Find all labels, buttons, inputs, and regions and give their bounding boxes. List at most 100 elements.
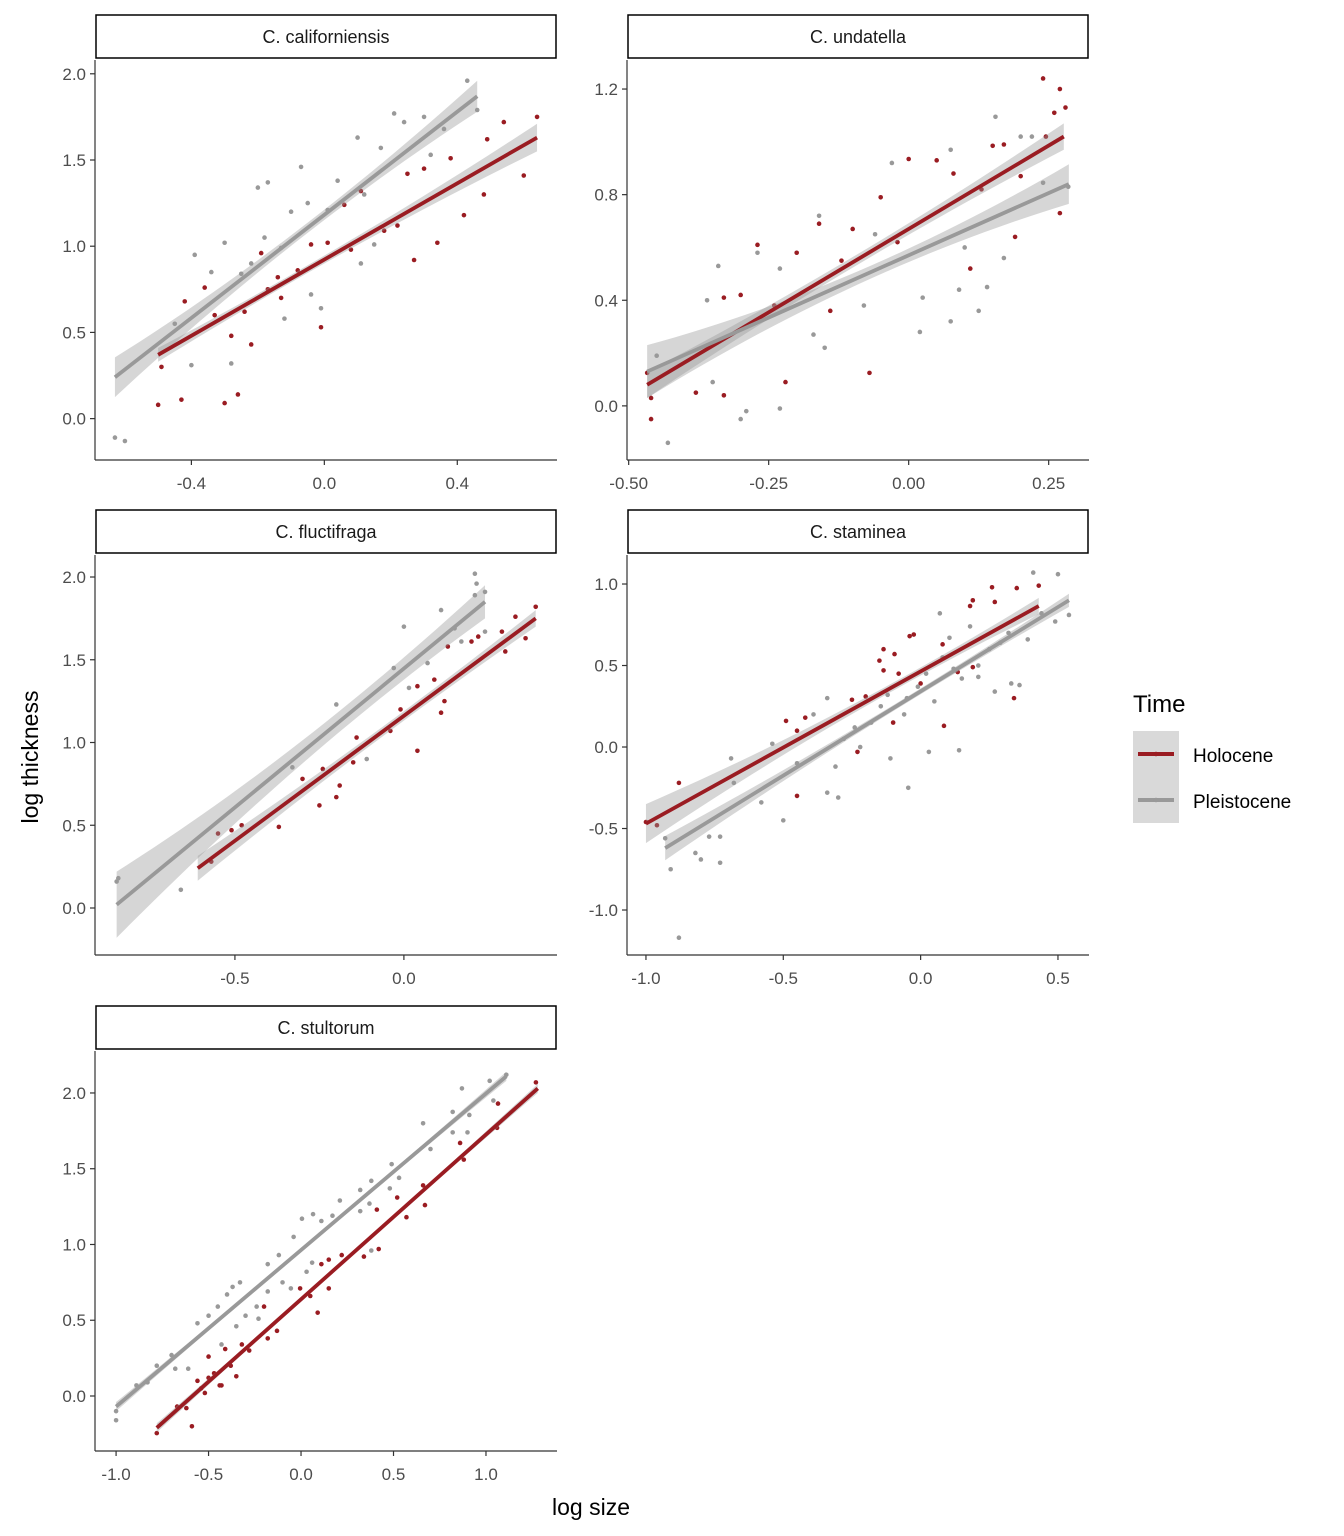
point-pleistocene bbox=[334, 702, 339, 707]
point-holocene bbox=[934, 158, 939, 163]
x-tick-label: -0.25 bbox=[749, 474, 788, 493]
y-tick-label: 1.0 bbox=[62, 1235, 86, 1254]
point-pleistocene bbox=[482, 629, 488, 634]
y-tick-label: 0.8 bbox=[594, 186, 618, 205]
point-holocene bbox=[376, 1246, 382, 1252]
point-holocene bbox=[261, 1304, 267, 1309]
point-pleistocene bbox=[717, 834, 723, 839]
point-pleistocene bbox=[959, 676, 965, 681]
panel-c-undatella: C. undatella 0.0 0.4 0.8 1.2 -0.50 -0.25 0.00 0.… bbox=[594, 14, 1089, 493]
point-holocene bbox=[693, 390, 699, 395]
point-pleistocene bbox=[857, 744, 863, 750]
point-pleistocene bbox=[178, 887, 184, 893]
point-holocene bbox=[481, 192, 487, 197]
point-holocene bbox=[970, 598, 976, 603]
point-holocene bbox=[422, 1202, 428, 1208]
point-pleistocene bbox=[926, 749, 932, 755]
point-pleistocene bbox=[654, 353, 659, 359]
point-pleistocene bbox=[238, 271, 244, 277]
point-holocene bbox=[339, 1252, 345, 1258]
point-pleistocene bbox=[993, 114, 998, 120]
point-holocene bbox=[989, 584, 995, 590]
point-holocene bbox=[228, 333, 234, 339]
point-pleistocene bbox=[265, 1289, 271, 1294]
y-tick-label: 1.0 bbox=[62, 734, 86, 753]
point-pleistocene bbox=[335, 178, 340, 183]
point-pleistocene bbox=[811, 712, 816, 717]
point-pleistocene bbox=[474, 581, 479, 586]
point-holocene bbox=[235, 392, 241, 397]
point-holocene bbox=[405, 171, 410, 177]
point-holocene bbox=[326, 1257, 332, 1262]
point-pleistocene bbox=[305, 200, 311, 206]
point-pleistocene bbox=[230, 1284, 235, 1290]
point-holocene bbox=[159, 364, 164, 370]
point-pleistocene bbox=[715, 263, 721, 269]
panel-c-fluctifraga: C. fluctifraga 0.0 0.5 1.0 1.5 2.0 -0.5 0.0 bbox=[62, 509, 557, 988]
x-tick-label: -0.5 bbox=[220, 969, 249, 988]
point-holocene bbox=[721, 393, 727, 398]
point-holocene bbox=[361, 1254, 367, 1259]
x-tick-label: 0.25 bbox=[1032, 474, 1065, 493]
point-pleistocene bbox=[1029, 134, 1035, 139]
point-pleistocene bbox=[428, 152, 433, 158]
point-holocene bbox=[202, 285, 207, 290]
point-holocene bbox=[415, 683, 420, 689]
point-pleistocene bbox=[195, 1320, 200, 1326]
point-pleistocene bbox=[717, 860, 723, 866]
point-pleistocene bbox=[421, 114, 427, 120]
point-pleistocene bbox=[215, 1304, 221, 1309]
x-tick-label: 1.0 bbox=[474, 1465, 498, 1484]
point-holocene bbox=[534, 114, 540, 120]
x-tick-label: -1.0 bbox=[631, 969, 660, 988]
point-holocene bbox=[827, 308, 833, 314]
y-tick-label: 0.0 bbox=[594, 397, 618, 416]
y-tick-label: 0.0 bbox=[62, 410, 86, 429]
point-pleistocene bbox=[759, 800, 764, 805]
point-holocene bbox=[738, 292, 743, 298]
point-pleistocene bbox=[665, 440, 671, 446]
point-pleistocene bbox=[391, 665, 397, 671]
point-pleistocene bbox=[228, 361, 234, 366]
point-holocene bbox=[395, 223, 400, 228]
point-pleistocene bbox=[917, 329, 923, 335]
point-holocene bbox=[337, 783, 342, 788]
point-holocene bbox=[320, 766, 326, 772]
point-pleistocene bbox=[698, 857, 704, 862]
point-pleistocene bbox=[280, 1280, 285, 1285]
strip-label: C. undatella bbox=[810, 27, 907, 47]
point-pleistocene bbox=[389, 1161, 394, 1167]
point-pleistocene bbox=[901, 712, 907, 717]
point-pleistocene bbox=[112, 435, 118, 440]
point-pleistocene bbox=[1001, 255, 1007, 261]
point-holocene bbox=[892, 651, 897, 657]
point-holocene bbox=[184, 1405, 189, 1411]
point-holocene bbox=[276, 824, 282, 830]
point-holocene bbox=[970, 664, 976, 670]
point-pleistocene bbox=[693, 850, 698, 856]
y-tick-label: 1.0 bbox=[594, 575, 618, 594]
y-tick-label: 1.5 bbox=[62, 651, 86, 670]
point-pleistocene bbox=[378, 145, 384, 151]
point-pleistocene bbox=[189, 362, 194, 368]
point-pleistocene bbox=[357, 1187, 363, 1193]
x-tick-label: 0.5 bbox=[1046, 969, 1070, 988]
point-pleistocene bbox=[192, 252, 198, 258]
point-holocene bbox=[421, 166, 427, 171]
y-tick-label: 2.0 bbox=[62, 1084, 86, 1103]
point-pleistocene bbox=[367, 1201, 372, 1206]
point-holocene bbox=[415, 748, 420, 754]
point-pleistocene bbox=[255, 185, 261, 190]
point-pleistocene bbox=[420, 1120, 426, 1126]
point-pleistocene bbox=[465, 1130, 470, 1135]
strip-box bbox=[627, 509, 1089, 554]
point-holocene bbox=[229, 827, 234, 833]
point-holocene bbox=[1018, 173, 1023, 179]
fit-line-holocene bbox=[155, 1087, 540, 1430]
legend-label-holocene: Holocene bbox=[1193, 746, 1273, 767]
point-pleistocene bbox=[668, 866, 673, 872]
strip-box bbox=[95, 509, 557, 554]
point-pleistocene bbox=[816, 213, 822, 219]
point-holocene bbox=[941, 723, 947, 729]
point-pleistocene bbox=[811, 332, 816, 337]
